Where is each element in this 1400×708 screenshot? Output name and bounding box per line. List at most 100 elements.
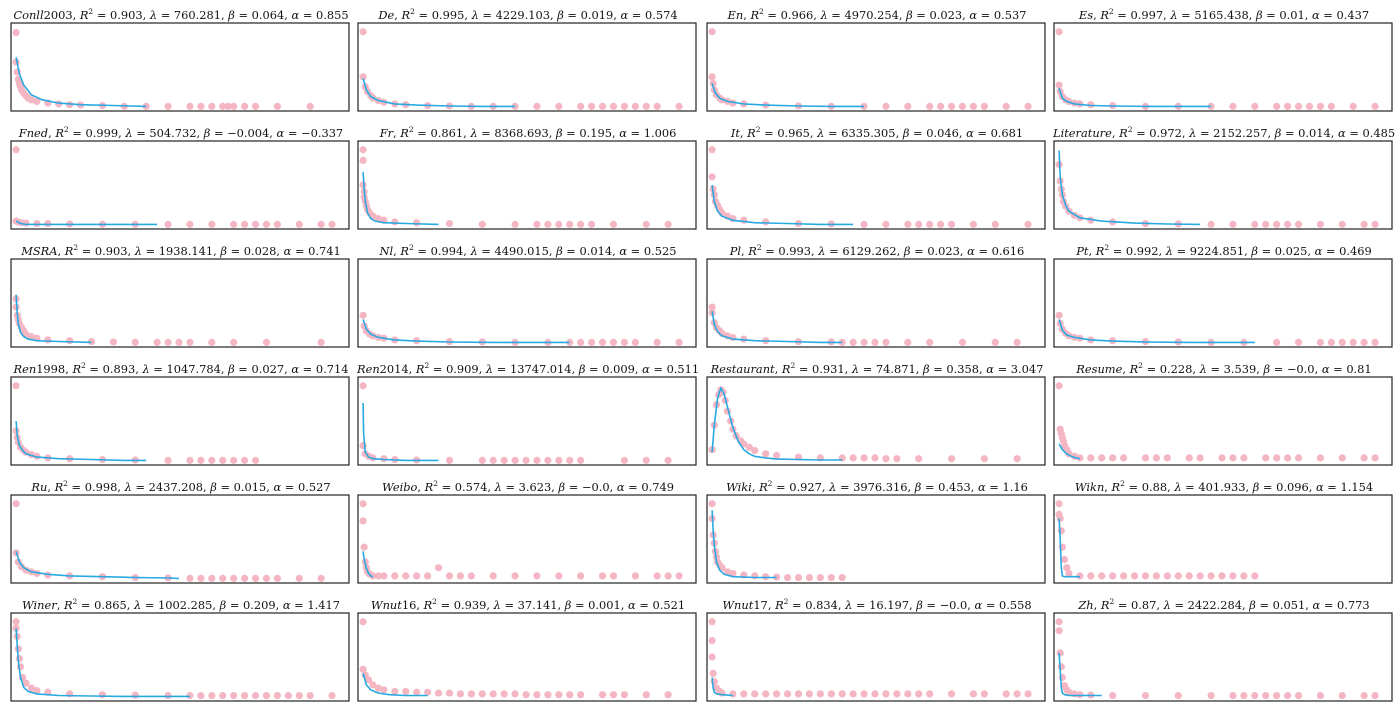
- equals: =: [922, 597, 940, 612]
- beta-value: 0.023: [927, 243, 960, 258]
- beta-symbol: β: [210, 479, 217, 494]
- beta-value: −0.0: [1286, 361, 1315, 376]
- data-point: [1251, 102, 1259, 110]
- alpha-symbol: α: [273, 479, 282, 494]
- separator: ,: [486, 597, 494, 612]
- equals: =: [852, 597, 870, 612]
- data-point: [153, 338, 161, 346]
- data-point: [915, 220, 923, 228]
- separator: ,: [813, 7, 821, 22]
- subplot-msra: MSRA, R2 = 0.903, λ = 1938.141, β = 0.02…: [10, 238, 352, 354]
- alpha-symbol: α: [283, 243, 292, 258]
- separator: ,: [126, 597, 134, 612]
- data-point: [1056, 649, 1064, 657]
- data-point: [969, 102, 977, 110]
- equals: =: [1329, 361, 1347, 376]
- fit-curve: [362, 319, 570, 344]
- data-point: [969, 690, 977, 698]
- subplot-zh: Zh, R2 = 0.87, λ = 2422.284, β = 0.051, …: [1053, 592, 1395, 708]
- data-point: [544, 220, 552, 228]
- data-point: [740, 690, 748, 698]
- plot-frame: [357, 140, 697, 230]
- data-point: [1294, 220, 1303, 228]
- dataset-name: Fned: [18, 125, 49, 140]
- data-point: [980, 690, 988, 698]
- separator: ,: [811, 243, 819, 258]
- separator: ,: [613, 7, 621, 22]
- r2-symbol: R: [401, 7, 411, 22]
- subplot-fned: Fned, R2 = 0.999, λ = 504.732, β = −0.00…: [10, 120, 352, 236]
- data-point: [413, 572, 421, 580]
- separator: ,: [393, 243, 401, 258]
- alpha-symbol: α: [276, 125, 285, 140]
- equals: =: [1142, 361, 1160, 376]
- data-point: [380, 686, 388, 694]
- lambda-symbol: λ: [829, 479, 837, 494]
- data-point: [729, 690, 737, 698]
- data-point: [1371, 691, 1379, 700]
- separator: ,: [65, 361, 73, 376]
- data-point: [500, 456, 508, 464]
- data-point: [947, 220, 956, 228]
- r2-symbol: R: [423, 597, 433, 612]
- subplot-title: Winer, R2 = 0.865, λ = 1002.285, β = 0.2…: [10, 592, 352, 612]
- equals: =: [624, 479, 642, 494]
- data-point: [1327, 102, 1335, 110]
- r2-exponent: 2: [410, 7, 415, 16]
- data-point: [620, 691, 628, 699]
- subplot-title: De, R2 = 0.995, λ = 4229.103, β = 0.019,…: [357, 2, 699, 22]
- plot-frame: [706, 612, 1046, 702]
- separator: ,: [1304, 7, 1312, 22]
- plot-frame: [1053, 376, 1393, 466]
- subplot-title: Literature, R2 = 0.972, λ = 2152.257, β …: [1053, 120, 1395, 140]
- beta-symbol: β: [558, 479, 566, 494]
- r2-symbol: R: [1095, 243, 1105, 258]
- equals: =: [1322, 243, 1340, 258]
- data-point: [1371, 220, 1379, 228]
- r2-value: 0.88: [1141, 479, 1168, 494]
- data-point: [12, 624, 20, 632]
- equals: =: [1255, 597, 1273, 612]
- data-point: [219, 456, 227, 464]
- data-point: [675, 572, 683, 580]
- data-point: [631, 102, 639, 110]
- data-point: [1294, 691, 1303, 700]
- fit-curve: [711, 83, 865, 108]
- data-point: [359, 146, 367, 154]
- data-point: [12, 382, 20, 390]
- separator: ,: [1181, 125, 1190, 140]
- data-point: [708, 303, 716, 311]
- fit-curve: [15, 294, 92, 344]
- dataset-name: Ren: [357, 361, 380, 376]
- data-point: [230, 574, 238, 582]
- r2-symbol: R: [1119, 125, 1128, 140]
- subplot-pt: Pt, R2 = 0.992, λ = 9224.851, β = 0.025,…: [1053, 238, 1395, 354]
- data-point: [1284, 220, 1292, 228]
- subplot-title: Fned, R2 = 0.999, λ = 504.732, β = −0.00…: [10, 120, 352, 140]
- lambda-value: 4970.254: [844, 7, 899, 22]
- separator: ,: [118, 125, 126, 140]
- separator: ,: [202, 479, 211, 494]
- equals: =: [1281, 125, 1299, 140]
- r2-value: 0.574: [454, 479, 488, 494]
- separator: ,: [898, 7, 907, 22]
- data-point: [893, 455, 901, 463]
- data-point: [1240, 454, 1248, 462]
- r2-value: 0.903: [110, 7, 143, 22]
- data-point: [1163, 572, 1171, 580]
- separator: ,: [56, 597, 64, 612]
- equals: =: [1124, 479, 1142, 494]
- data-point: [164, 456, 172, 464]
- equals: =: [227, 243, 244, 258]
- separator: ,: [1104, 479, 1112, 494]
- data-point: [15, 655, 23, 663]
- data-point: [816, 573, 824, 582]
- lambda-symbol: λ: [820, 7, 828, 22]
- data-point: [882, 102, 890, 110]
- separator: ,: [408, 361, 416, 376]
- scatter-plot: [10, 494, 350, 584]
- equals: =: [909, 125, 927, 140]
- separator: ,: [221, 7, 229, 22]
- r2-value: 0.939: [453, 597, 487, 612]
- alpha-value: 0.81: [1346, 361, 1372, 376]
